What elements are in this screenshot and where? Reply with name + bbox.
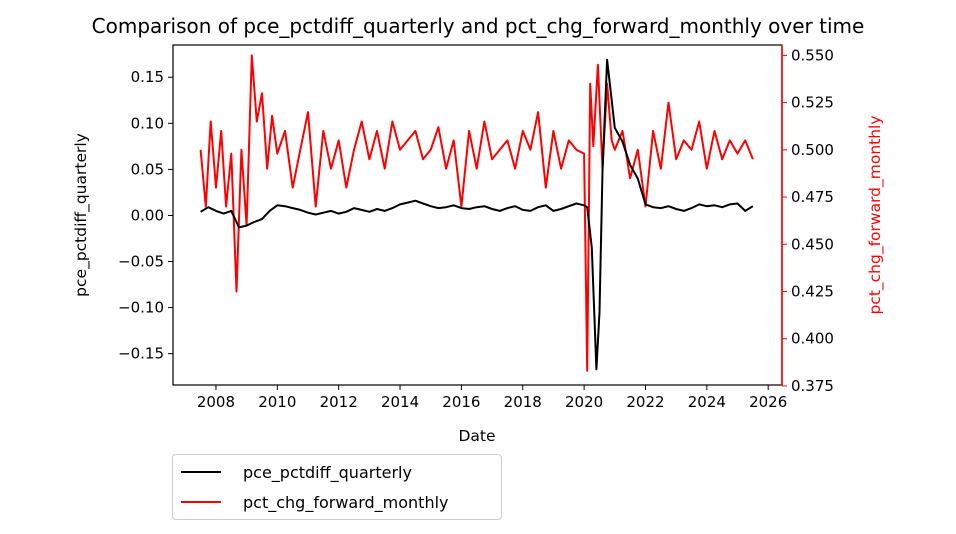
y-right-tick-label: 0.475 xyxy=(791,188,834,206)
x-axis: 2008 2010 2012 2014 2016 2018 2020 2022 2024 2026 xyxy=(197,385,787,411)
x-tick-label: 2020 xyxy=(565,393,603,411)
x-tick-label: 2012 xyxy=(320,393,358,411)
y-right-tick-label: 0.525 xyxy=(791,94,834,112)
y-right-tick-label: 0.400 xyxy=(791,330,834,348)
chart-title: Comparison of pce_pctdiff_quarterly and … xyxy=(92,14,865,38)
series-line-pct-chg-forward-monthly xyxy=(199,54,754,372)
series-line-pce-pctdiff-quarterly xyxy=(200,58,754,371)
legend-item-forward: pct_chg_forward_monthly xyxy=(181,490,449,514)
y-right-tick-label: 0.500 xyxy=(791,141,834,159)
series-layer xyxy=(199,54,754,372)
y-axis-right-label: pct_chg_forward_monthly xyxy=(866,115,885,314)
y-right-tick-label: 0.550 xyxy=(791,46,834,64)
x-axis-label: Date xyxy=(458,427,495,445)
y-axis-left: 0.15 0.10 0.05 0.00 −0.05 −0.10 −0.15 xyxy=(118,68,173,363)
x-tick-label: 2022 xyxy=(626,393,664,411)
x-tick-label: 2016 xyxy=(442,393,480,411)
legend-item-pce: pce_pctdiff_quarterly xyxy=(181,460,412,484)
y-left-tick-label: −0.10 xyxy=(118,299,164,317)
y-right-tick-label: 0.425 xyxy=(791,283,834,301)
y-left-tick-label: 0.05 xyxy=(131,160,164,178)
x-tick-label: 2018 xyxy=(504,393,542,411)
legend-label-forward: pct_chg_forward_monthly xyxy=(243,492,449,512)
y-left-tick-label: 0.00 xyxy=(131,206,164,224)
x-tick-label: 2008 xyxy=(197,393,235,411)
x-tick-label: 2024 xyxy=(688,393,726,411)
y-left-tick-label: 0.10 xyxy=(131,114,164,132)
plot-area-frame xyxy=(172,44,783,386)
legend-swatch-forward xyxy=(181,501,221,503)
y-left-tick-label: −0.15 xyxy=(118,345,164,363)
x-tick-label: 2026 xyxy=(749,393,787,411)
y-right-tick-label: 0.375 xyxy=(791,377,834,395)
y-axis-right: 0.550 0.525 0.500 0.475 0.450 0.425 0.400 0.375 xyxy=(782,46,834,395)
y-left-tick-label: −0.05 xyxy=(118,253,164,271)
legend: pce_pctdiff_quarterly pct_chg_forward_mo… xyxy=(172,454,502,520)
y-axis-left-label: pce_pctdiff_quarterly xyxy=(72,133,91,297)
y-left-tick-label: 0.15 xyxy=(131,68,164,86)
legend-label-pce: pce_pctdiff_quarterly xyxy=(243,462,412,482)
legend-swatch-pce xyxy=(181,471,221,473)
x-tick-label: 2014 xyxy=(381,393,419,411)
y-right-tick-label: 0.450 xyxy=(791,235,834,253)
x-tick-label: 2010 xyxy=(258,393,296,411)
